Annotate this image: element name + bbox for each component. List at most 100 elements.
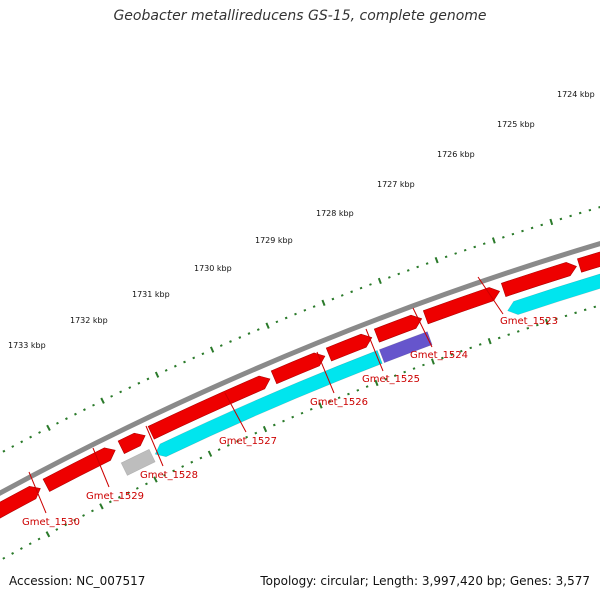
tick-mark (574, 311, 577, 315)
tick-mark (559, 217, 563, 221)
tick-mark (412, 367, 416, 370)
tick-mark (491, 237, 496, 244)
tick-mark (463, 248, 467, 252)
tick-mark (416, 265, 420, 269)
tick-mark (229, 340, 232, 343)
leader-line (316, 351, 335, 394)
tick-mark (91, 509, 94, 513)
tick-mark (318, 402, 323, 409)
tick-mark (74, 412, 77, 416)
map-title: Geobacter metallireducens GS-15, complet… (113, 8, 487, 24)
leader-line (412, 307, 433, 348)
leader-line (28, 471, 47, 514)
tick-mark (92, 403, 95, 407)
tick-mark (450, 353, 454, 356)
tick-mark (245, 435, 249, 439)
tick-mark (444, 255, 448, 259)
forward-gene-block (42, 447, 116, 492)
tick-mark (530, 226, 534, 230)
leader-line (92, 447, 110, 488)
tick-mark (262, 425, 268, 433)
tick-mark (403, 370, 407, 374)
leader-line (145, 425, 164, 467)
tick-mark (183, 360, 186, 364)
tick-mark (226, 444, 230, 447)
gene-labels: Gmet_1523 Gmet_1524 Gmet_1525 Gmet_1526 … (22, 316, 558, 528)
tick-mark (422, 363, 425, 367)
tick-mark (282, 419, 285, 423)
tick-mark (303, 309, 307, 312)
kbp-label: 1732 kbp (70, 316, 108, 325)
tick-mark (440, 356, 444, 360)
tick-mark (340, 294, 344, 297)
leader-line (477, 276, 504, 315)
reverse-gene-block (120, 448, 156, 476)
tick-mark (28, 542, 32, 546)
tick-mark (219, 344, 223, 347)
kbp-label: 1730 kbp (194, 264, 232, 273)
tick-mark (374, 379, 379, 387)
tick-mark (126, 491, 130, 495)
tick-mark (46, 424, 51, 431)
tick-mark (309, 408, 313, 411)
tick-mark (207, 450, 213, 457)
tick-mark (397, 272, 401, 276)
tick-mark (312, 305, 316, 308)
reverse-gene-block (154, 350, 383, 458)
gene-label-gmet-1528: Gmet_1528 (140, 470, 198, 481)
tick-mark (2, 449, 6, 453)
accession-text: Accession: NC_007517 (9, 574, 146, 588)
tick-mark (535, 323, 539, 327)
tick-mark (521, 229, 524, 233)
tick-mark (384, 377, 388, 381)
tick-mark (487, 337, 492, 345)
tick-mark (119, 390, 123, 394)
inner-tick-ring (2, 305, 597, 560)
tick-mark (45, 531, 51, 538)
tick-mark (359, 286, 363, 290)
tick-mark (337, 396, 341, 400)
tick-mark (473, 245, 477, 249)
tick-mark (137, 381, 141, 385)
kbp-label: 1728 kbp (316, 209, 354, 218)
tick-mark (38, 431, 41, 434)
tick-mark (526, 326, 530, 330)
tick-mark (173, 364, 177, 368)
gene-label-gmet-1529: Gmet_1529 (86, 491, 144, 502)
tick-mark (2, 556, 6, 560)
tick-mark (254, 431, 258, 435)
tick-mark (588, 208, 592, 212)
tick-mark (356, 388, 360, 392)
tick-mark (544, 318, 549, 326)
kbp-label: 1725 kbp (497, 120, 535, 129)
tick-mark (540, 223, 544, 227)
tick-mark (209, 346, 215, 353)
tick-mark (37, 537, 41, 541)
tick-mark (549, 218, 554, 226)
gene-label-gmet-1523: Gmet_1523 (500, 316, 558, 327)
tick-mark (369, 283, 372, 286)
tick-mark (578, 211, 582, 215)
tick-mark (434, 256, 439, 264)
genome-summary-text: Topology: circular; Length: 3,997,420 bp… (260, 574, 590, 588)
tick-mark (393, 374, 397, 377)
tick-mark (135, 486, 139, 490)
tick-mark (291, 415, 295, 419)
tick-mark (507, 333, 511, 336)
kbp-label: 1726 kbp (437, 150, 475, 159)
forward-gene-block (500, 262, 577, 297)
tick-mark (128, 386, 132, 389)
tick-mark (350, 290, 354, 294)
tick-mark (55, 528, 59, 531)
tick-mark (146, 377, 150, 381)
forward-gene-block (325, 333, 373, 362)
forward-gene-block (422, 287, 501, 325)
tick-mark (300, 411, 304, 415)
forward-gene-block (270, 352, 326, 385)
tick-mark (516, 330, 520, 333)
tick-mark (100, 397, 105, 404)
tick-mark (99, 503, 104, 510)
kbp-label: 1724 kbp (557, 90, 595, 99)
tick-mark (564, 314, 568, 318)
